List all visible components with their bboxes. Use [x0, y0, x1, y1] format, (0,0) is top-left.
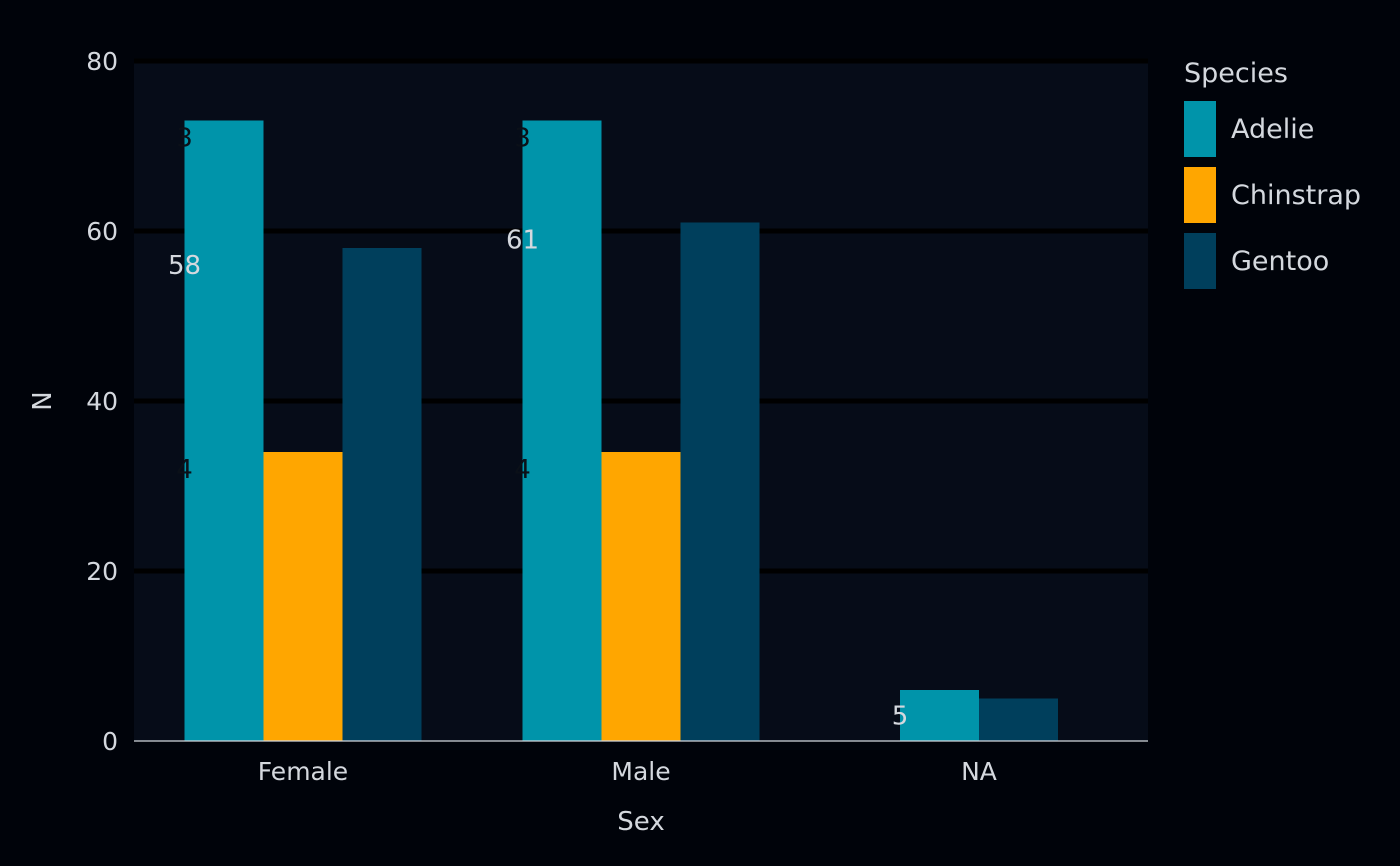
- bar-label: 5: [892, 702, 909, 732]
- bar-label: 4: [514, 455, 531, 485]
- y-axis-ticks: 0 20 40 60 80: [86, 47, 118, 756]
- bar-label: 61: [506, 226, 539, 256]
- x-axis-title: Sex: [617, 807, 664, 837]
- y-tick-label: 0: [102, 727, 118, 756]
- y-tick-label: 40: [86, 387, 118, 416]
- legend-swatch-adelie: [1184, 101, 1216, 157]
- legend-swatch-gentoo: [1184, 233, 1216, 289]
- y-tick-label: 80: [86, 47, 118, 76]
- bar-label: 4: [176, 455, 193, 485]
- bar-gentoo-female: [342, 248, 422, 741]
- legend: Species Adelie Chinstrap Gentoo: [1184, 58, 1361, 289]
- legend-label-adelie: Adelie: [1231, 114, 1314, 145]
- bar-adelie-female: [184, 120, 264, 741]
- legend-label-chinstrap: Chinstrap: [1231, 180, 1361, 211]
- x-tick-label: Male: [611, 757, 670, 786]
- x-tick-label: Female: [258, 757, 348, 786]
- bars: [184, 120, 1058, 741]
- bar-chinstrap-male: [601, 452, 681, 741]
- bar-adelie-na: [900, 690, 979, 741]
- y-tick-label: 60: [86, 217, 118, 246]
- bar-label: 58: [168, 251, 201, 281]
- bar-chinstrap-female: [263, 452, 343, 741]
- bar-label: 3: [514, 124, 531, 154]
- bar-labels: 3 58 4 3 61 4 5: [168, 124, 908, 732]
- legend-swatch-chinstrap: [1184, 167, 1216, 223]
- x-axis-ticks: Female Male NA: [258, 757, 997, 786]
- bar-gentoo-na: [979, 698, 1058, 741]
- y-axis-title: N: [28, 391, 58, 410]
- x-tick-label: NA: [961, 757, 997, 786]
- bar-gentoo-male: [680, 222, 760, 741]
- legend-title: Species: [1184, 58, 1288, 89]
- bar-label: 3: [176, 124, 193, 154]
- y-tick-label: 20: [86, 557, 118, 586]
- legend-label-gentoo: Gentoo: [1231, 246, 1329, 277]
- bar-adelie-male: [522, 120, 602, 741]
